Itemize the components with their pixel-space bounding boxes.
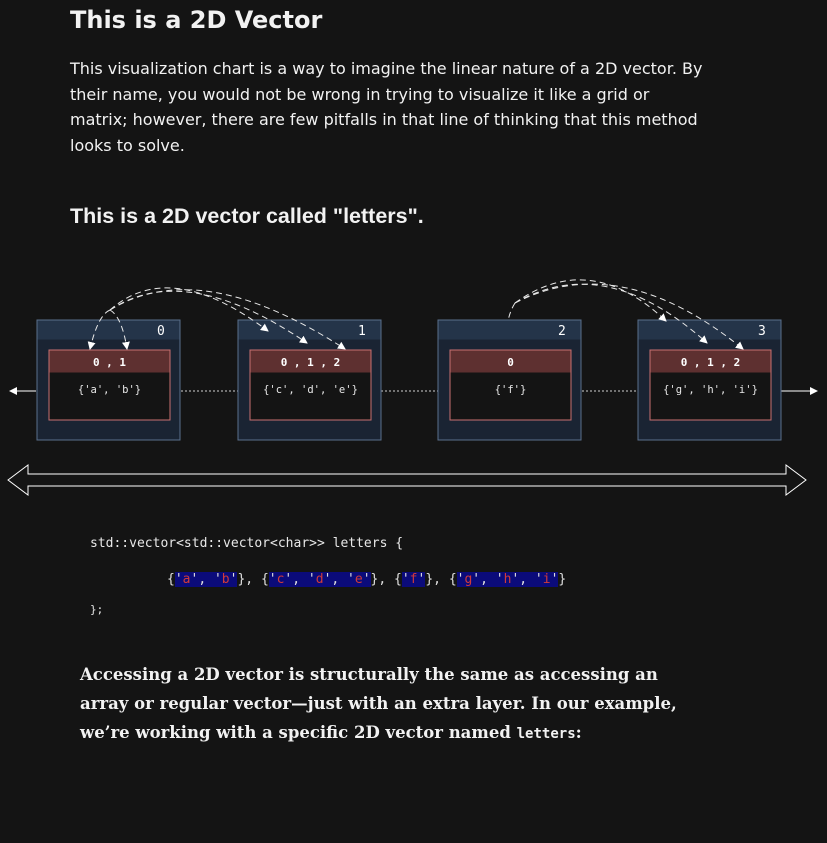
code-group-0: {'a', 'b'} (167, 572, 245, 587)
code-char-literal: 'e' (347, 572, 371, 587)
code-quote: ' (456, 572, 465, 587)
inner-header (450, 350, 571, 373)
span-double-arrow (7, 464, 807, 496)
code-quote: ' (417, 572, 426, 587)
outer-header (438, 320, 581, 340)
code-char: a (182, 572, 191, 587)
inner-index-label: 0 , 1 , 2 (281, 356, 341, 369)
outro-text: Accessing a 2D vector is structurally th… (80, 665, 677, 742)
inner-index-label: 0 , 1 (93, 356, 126, 369)
code-separator: , (378, 572, 395, 587)
outro-suffix: : (575, 723, 582, 742)
code-char: f (409, 572, 418, 587)
code-char-literal: 'a' (174, 572, 199, 587)
code-char-literal: 'b' (213, 572, 238, 587)
outer-index-label: 3 (758, 324, 766, 339)
code-quote: ' (284, 572, 293, 587)
code-brace: } (237, 572, 246, 587)
vector-diagram: 0 0 , 1 {'a', 'b'} 1 0 , 1 , 2 {'c', 'd', 'e'… (7, 279, 818, 496)
inner-contents: {'f'} (495, 384, 527, 396)
outer-element-3: 3 0 , 1 , 2 {'g', 'h', 'i'} (637, 319, 782, 441)
code-brace: } (558, 572, 567, 587)
intro-paragraph: This visualization chart is a way to ima… (70, 59, 703, 155)
outer-element-0: 0 0 , 1 {'a', 'b'} (36, 319, 181, 441)
code-brace: { (448, 572, 457, 587)
inner-contents: {'g', 'h', 'i'} (663, 384, 758, 396)
code-quote: ' (268, 572, 277, 587)
code-char-literal: 'c' (268, 572, 293, 587)
code-separator: , (245, 572, 261, 587)
code-separator: , (433, 572, 449, 587)
code-quote: ' (401, 572, 410, 587)
code-quote: ' (550, 572, 559, 587)
page-title: This is a 2D Vector (70, 6, 323, 34)
outer-header (37, 320, 180, 340)
code-quote: ' (213, 572, 222, 587)
outro-paragraph: Accessing a 2D vector is structurally th… (80, 660, 680, 749)
code-comma: , (519, 572, 535, 587)
code-comma: , (331, 572, 348, 587)
code-char: e (354, 572, 363, 587)
code-char: h (503, 572, 512, 587)
code-char: g (464, 572, 473, 587)
outer-index-label: 1 (358, 324, 366, 339)
code-quote: ' (347, 572, 355, 587)
code-char-literal: 'i' (534, 572, 559, 587)
outer-index-label: 2 (558, 324, 566, 339)
index-arcs (87, 279, 744, 350)
inner-index-label: 0 (507, 356, 514, 369)
code-comma: , (480, 572, 496, 587)
code-brace: { (394, 572, 402, 587)
code-comma: , (198, 572, 214, 587)
code-comma: , (292, 572, 308, 587)
code-quote: ' (229, 572, 238, 587)
code-initializer-line: {'a', 'b'}, {'c', 'd', 'e'}, {'f'}, {'g'… (167, 572, 566, 587)
code-group-1: {'c', 'd', 'e'} (261, 572, 378, 587)
code-char: b (221, 572, 230, 587)
code-quote: ' (511, 572, 520, 587)
inner-contents: {'a', 'b'} (78, 384, 141, 396)
code-brace: { (167, 572, 175, 587)
code-quote: ' (534, 572, 543, 587)
inner-header (650, 350, 771, 373)
outer-header (238, 320, 381, 340)
code-quote: ' (190, 572, 199, 587)
code-char-literal: 'h' (495, 572, 520, 587)
code-quote: ' (472, 572, 481, 587)
code-quote: ' (495, 572, 504, 587)
code-char-literal: 'g' (456, 572, 481, 587)
outer-index-label: 0 (157, 324, 165, 339)
inner-header (250, 350, 371, 373)
outer-element-1: 1 0 , 1 , 2 {'c', 'd', 'e'} (237, 319, 382, 441)
code-quote: ' (307, 572, 316, 587)
code-char: i (542, 572, 551, 587)
outro-code: letters (516, 726, 576, 742)
code-group-2: {'f'} (394, 572, 433, 587)
code-group-3: {'g', 'h', 'i'} (449, 572, 566, 587)
code-brace: { (260, 572, 269, 587)
code-brace: } (370, 572, 379, 587)
code-quote: ' (362, 572, 371, 587)
outer-header (638, 320, 781, 340)
code-quote: ' (323, 572, 332, 587)
inner-header (49, 350, 170, 373)
code-char-literal: 'd' (307, 572, 332, 587)
inner-index-label: 0 , 1 , 2 (681, 356, 741, 369)
code-char: d (315, 572, 324, 587)
inner-contents: {'c', 'd', 'e'} (263, 384, 358, 396)
code-char: c (276, 572, 285, 587)
code-close-line: }; (90, 603, 104, 616)
code-char-literal: 'f' (401, 572, 426, 587)
code-open-line: std::vector<std::vector<char>> letters { (90, 536, 404, 551)
code-brace: } (425, 572, 434, 587)
diagram-title: This is a 2D vector called "letters". (70, 204, 424, 228)
outer-element-2: 2 0 {'f'} (437, 319, 582, 441)
code-quote: ' (174, 572, 183, 587)
